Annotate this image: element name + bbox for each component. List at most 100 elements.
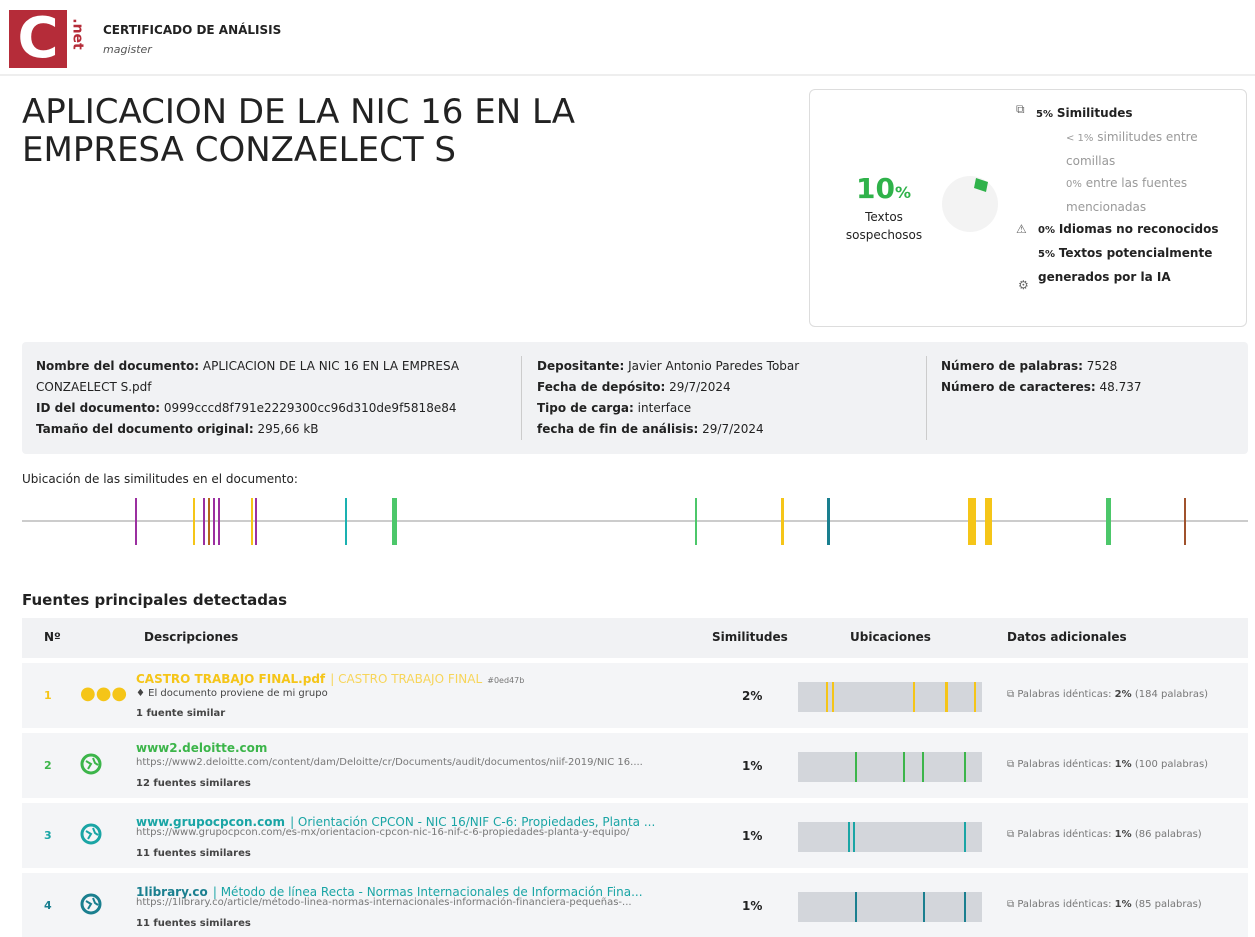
info-line: fecha de fin de análisis: 29/7/2024 <box>537 419 917 440</box>
source-desc: | CASTRO TRABAJO FINAL <box>330 672 483 686</box>
similarity: 1% <box>742 829 763 843</box>
globe-icon <box>80 823 102 845</box>
strip-mark <box>985 498 992 545</box>
source-desc: | Método de línea Recta - Normas Interna… <box>212 885 643 899</box>
table-header: Nº Descripciones Similitudes Ubicaciones… <box>22 618 1248 658</box>
similar-count: 1 fuente similar <box>136 708 226 719</box>
document-title: APLICACION DE LA NIC 16 EN LA EMPRESA CO… <box>22 92 575 170</box>
subitem: < 1% similitudes entre comillas <box>1036 126 1236 172</box>
extra-pct: 1% <box>1114 759 1132 770</box>
bar-mark <box>923 892 925 922</box>
info-label: Fecha de depósito: <box>537 380 666 394</box>
col-header: Descripciones <box>144 630 239 644</box>
strip-mark <box>208 498 210 545</box>
strip-mark <box>1184 498 1186 545</box>
summary-value: 10% <box>856 172 911 205</box>
strip-mark <box>255 498 257 545</box>
globe-icon <box>80 893 102 915</box>
extra-words: (85 palabras) <box>1134 899 1202 910</box>
source-name: www2.deloitte.com <box>136 741 268 755</box>
bar-mark <box>855 752 857 782</box>
info-label: Depositante: <box>537 359 625 373</box>
summary-box: 10% Textos sospechosos 5% Similitudes < … <box>809 89 1247 327</box>
extra-label: Palabras idénticas: <box>1017 689 1112 700</box>
info-value: 7528 <box>1086 359 1118 373</box>
info-line: Nombre del documento: APLICACION DE LA N… <box>36 356 506 398</box>
extra-label: Palabras idénticas: <box>1017 829 1112 840</box>
info-line: Número de caracteres: 48.737 <box>941 377 1241 398</box>
sources-title: Fuentes principales detectadas <box>22 591 288 609</box>
location-bar <box>798 752 982 782</box>
info-box: Nombre del documento: APLICACION DE LA N… <box>22 342 1248 454</box>
item-value: 5% <box>1036 109 1053 120</box>
bar-mark <box>848 822 850 852</box>
info-label: ID del documento: <box>36 401 161 415</box>
subitem: 0% entre las fuentes mencionadas <box>1036 172 1236 218</box>
divider <box>521 356 522 440</box>
info-label: Nombre del documento: <box>36 359 200 373</box>
summary-unit: % <box>894 183 911 202</box>
source-name: www.grupocpcon.com <box>136 815 285 829</box>
strip-mark <box>218 498 220 545</box>
similarity: 1% <box>742 759 763 773</box>
extra: ⧉ Palabras idénticas: 1% (86 palabras) <box>1007 829 1202 840</box>
info-col: Número de palabras: 7528 Número de carac… <box>941 356 1241 398</box>
note-text: El documento proviene de mi grupo <box>148 688 328 699</box>
header-title: CERTIFICADO DE ANÁLISIS <box>103 23 282 37</box>
strip-marks <box>135 498 1186 545</box>
bar-mark <box>945 682 948 712</box>
location-strip <box>22 498 1248 545</box>
strip-mark <box>345 498 347 545</box>
bar-mark <box>903 752 905 782</box>
group-icon: ●●● <box>80 683 128 704</box>
similar-count: 12 fuentes similares <box>136 778 251 789</box>
summary-label: Textos sospechosos <box>845 210 923 242</box>
strip-mark <box>1106 498 1111 545</box>
source-url: https://1library.co/article/método-linea… <box>136 897 632 908</box>
info-line: Depositante: Javier Antonio Paredes Toba… <box>537 356 917 377</box>
location-title: Ubicación de las similitudes en el docum… <box>22 472 298 486</box>
location-bar <box>798 682 982 712</box>
bar-mark <box>913 682 915 712</box>
strip-mark <box>781 498 784 545</box>
divider <box>926 356 927 440</box>
item: 0% Idiomas no reconocidos <box>1036 218 1236 242</box>
info-col: Nombre del documento: APLICACION DE LA N… <box>36 356 506 440</box>
item: 5% Textos potencialmente generados por l… <box>1036 242 1236 288</box>
extra-words: (100 palabras) <box>1134 759 1209 770</box>
source-url: https://www.grupocpcon.com/es-mx/orienta… <box>136 827 630 838</box>
row-number: 1 <box>44 689 52 702</box>
info-value: 0999cccd8f791e2229300cc96d310de9f5818e84 <box>163 401 457 415</box>
strip-mark <box>203 498 205 545</box>
bar-mark <box>855 892 857 922</box>
item-value: 0% <box>1038 225 1055 236</box>
item-label: Similitudes <box>1056 106 1133 120</box>
strip-mark <box>695 498 697 545</box>
bar-mark <box>964 892 966 922</box>
info-label: Tipo de carga: <box>537 401 634 415</box>
info-line: Fecha de depósito: 29/7/2024 <box>537 377 917 398</box>
info-line: ID del documento: 0999cccd8f791e2229300c… <box>36 398 506 419</box>
bar-mark <box>964 822 966 852</box>
donut-bg <box>942 176 998 232</box>
header-subtitle: magister <box>103 43 152 56</box>
extra-words: (184 palabras) <box>1134 689 1209 700</box>
extra: ⧉ Palabras idénticas: 1% (100 palabras) <box>1007 759 1209 770</box>
row-number: 2 <box>44 759 52 772</box>
info-value: 295,66 kB <box>257 422 319 436</box>
donut-slice <box>974 178 988 192</box>
subitem-label: entre las fuentes mencionadas <box>1066 176 1188 214</box>
source-name: 1library.co <box>136 885 208 899</box>
col-header: Nº <box>44 630 61 644</box>
logo: C <box>9 10 67 68</box>
info-line: Tamaño del documento original: 295,66 kB <box>36 419 506 440</box>
similar-count: 11 fuentes similares <box>136 918 251 929</box>
similar-count: 11 fuentes similares <box>136 848 251 859</box>
source-note: ♦ El documento proviene de mi grupo <box>136 688 328 699</box>
strip-mark <box>135 498 137 545</box>
info-value: interface <box>637 401 692 415</box>
row-number: 3 <box>44 829 52 842</box>
extra-pct: 1% <box>1114 829 1132 840</box>
bar-mark <box>832 682 834 712</box>
row-head: www.grupocpcon.com | Orientación CPCON -… <box>136 811 655 830</box>
